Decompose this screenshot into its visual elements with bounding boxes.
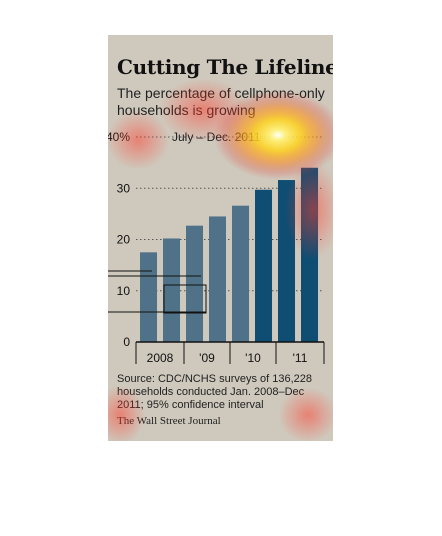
x-tick-label: '11	[293, 351, 308, 365]
source-note: Source: CDC/NCHS surveys of 136,228 hous…	[117, 373, 313, 411]
bar	[140, 252, 158, 342]
publisher-credit: The Wall Street Journal	[117, 415, 221, 427]
y-tick-label: 0	[123, 335, 130, 349]
x-tick-label: '10	[245, 351, 261, 365]
y-tick-label: 20	[117, 233, 131, 247]
chart-title: Cutting The Lifeline	[117, 55, 333, 79]
bar	[186, 225, 204, 342]
bar	[255, 189, 273, 342]
bar	[209, 216, 227, 342]
y-tick-label: 30	[117, 181, 131, 195]
y-tick-label: 10	[117, 284, 131, 298]
chart-panel: Cutting The Lifeline The percentage of c…	[108, 35, 333, 441]
y-tick-label: 40%	[108, 130, 130, 144]
range-label: July – Dec. 2011	[172, 130, 261, 144]
bar	[163, 238, 181, 342]
bar	[278, 180, 296, 342]
x-tick-label: '09	[199, 351, 215, 365]
x-tick-label: 2008	[147, 351, 174, 365]
bar	[232, 205, 250, 342]
bar	[301, 167, 319, 342]
